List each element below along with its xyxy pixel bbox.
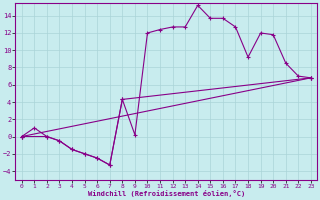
X-axis label: Windchill (Refroidissement éolien,°C): Windchill (Refroidissement éolien,°C): [88, 190, 245, 197]
